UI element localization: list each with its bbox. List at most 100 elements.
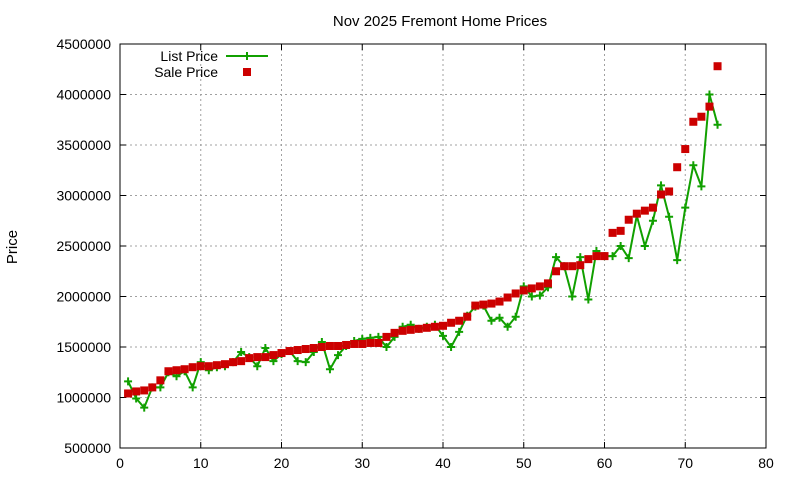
list-price-point [447, 343, 456, 351]
sale-price-point [156, 376, 165, 385]
sale-price-point [277, 349, 286, 358]
x-tick-label: 80 [758, 455, 774, 471]
legend-label-sale-price: Sale Price [154, 64, 218, 80]
sale-price-point [188, 363, 197, 372]
sale-price-point [204, 362, 213, 371]
sale-price-point [584, 255, 593, 264]
sale-price-point [503, 293, 512, 302]
sale-price-point [325, 341, 334, 350]
sale-price-point [705, 102, 714, 111]
sale-price-point [689, 117, 698, 126]
list-price-point [253, 362, 262, 371]
y-tick-label: 4500000 [56, 36, 111, 52]
sale-price-point [568, 262, 577, 271]
sale-price-point [374, 338, 383, 347]
sale-price-point [148, 383, 157, 392]
sale-price-point [447, 318, 456, 327]
sale-price-point [665, 187, 674, 196]
list-price-point [140, 403, 149, 412]
sale-price-point [463, 312, 472, 321]
y-tick-label: 3500000 [56, 137, 111, 153]
sale-price-point [600, 252, 609, 261]
list-price-point [648, 216, 657, 225]
sale-price-point [479, 300, 488, 309]
plot-frame [119, 43, 767, 449]
sale-price-point [648, 203, 657, 212]
list-price-point [293, 357, 302, 366]
axis-ticks: 0 10 20 30 40 50 60 70 80 500000 1000000 1500000 200… [56, 36, 774, 471]
x-tick-label: 70 [677, 455, 693, 471]
sale-price-point [552, 267, 561, 276]
sale-price-point [220, 360, 229, 369]
sale-price-point [124, 389, 133, 398]
sale-price-point [624, 215, 633, 224]
sale-price-point [334, 341, 343, 350]
sale-price-point [414, 324, 423, 333]
y-tick-label: 3000000 [56, 188, 111, 204]
sale-price-point [616, 226, 625, 235]
list-price-point [697, 182, 706, 191]
list-price-point [261, 344, 270, 353]
sale-price-point [285, 347, 294, 356]
y-tick-label: 2500000 [56, 238, 111, 254]
list-price-point [124, 377, 133, 386]
sale-price-point [406, 325, 415, 334]
sale-price-point [487, 299, 496, 308]
sale-price-point [713, 62, 722, 71]
sale-price-point [576, 261, 585, 270]
sale-price-point [511, 289, 520, 298]
sale-price-point [657, 190, 666, 199]
list-price-line [127, 94, 719, 410]
list-price-point [487, 316, 496, 325]
list-price-point [665, 212, 674, 221]
sale-price-point [422, 323, 431, 332]
list-price-point [657, 181, 666, 190]
sale-price-point [673, 163, 682, 172]
sale-price-point [261, 353, 270, 362]
x-tick-label: 40 [435, 455, 451, 471]
list-price-point [511, 312, 520, 321]
sale-price-point [382, 332, 391, 341]
list-price-point [713, 120, 722, 129]
list-price-point [576, 253, 585, 262]
list-price-point [334, 351, 343, 360]
list-price-point [325, 365, 334, 374]
x-tick-label: 10 [193, 455, 209, 471]
sale-price-point [527, 284, 536, 293]
sale-price-point [229, 358, 238, 367]
list-price-point [624, 254, 633, 263]
list-price-point [552, 253, 561, 262]
sale-price-point [309, 344, 318, 353]
sale-price-point [560, 262, 569, 271]
list-price-point [640, 242, 649, 250]
sale-price-point [439, 321, 447, 330]
sale-price-point [212, 361, 221, 370]
list-price-point [156, 383, 165, 392]
chart-title: Nov 2025 Fremont Home Prices [333, 13, 547, 30]
sale-price-point [640, 206, 649, 215]
x-tick-label: 60 [597, 455, 613, 471]
list-price-point [705, 90, 714, 99]
sale-price-point [632, 209, 641, 218]
sale-price-point [196, 362, 205, 371]
sale-price-point [608, 228, 617, 237]
sale-price-point [681, 145, 690, 154]
y-tick-label: 1000000 [56, 390, 111, 406]
sale-price-point [398, 326, 407, 335]
sale-price-series [124, 62, 722, 398]
sale-price-point [471, 301, 480, 310]
list-price-point [689, 161, 698, 170]
sale-price-point [317, 343, 326, 351]
sale-price-point [495, 297, 504, 306]
y-tick-label: 1500000 [56, 339, 111, 355]
list-price-point [681, 203, 690, 212]
y-tick-label: 500000 [64, 440, 111, 456]
x-tick-label: 50 [516, 455, 532, 471]
list-price-point [439, 331, 447, 340]
series-layer [124, 62, 722, 412]
legend-label-list-price: List Price [160, 48, 218, 64]
sale-price-point [366, 338, 375, 347]
sale-price-point [180, 365, 189, 374]
list-price-point [237, 348, 246, 357]
